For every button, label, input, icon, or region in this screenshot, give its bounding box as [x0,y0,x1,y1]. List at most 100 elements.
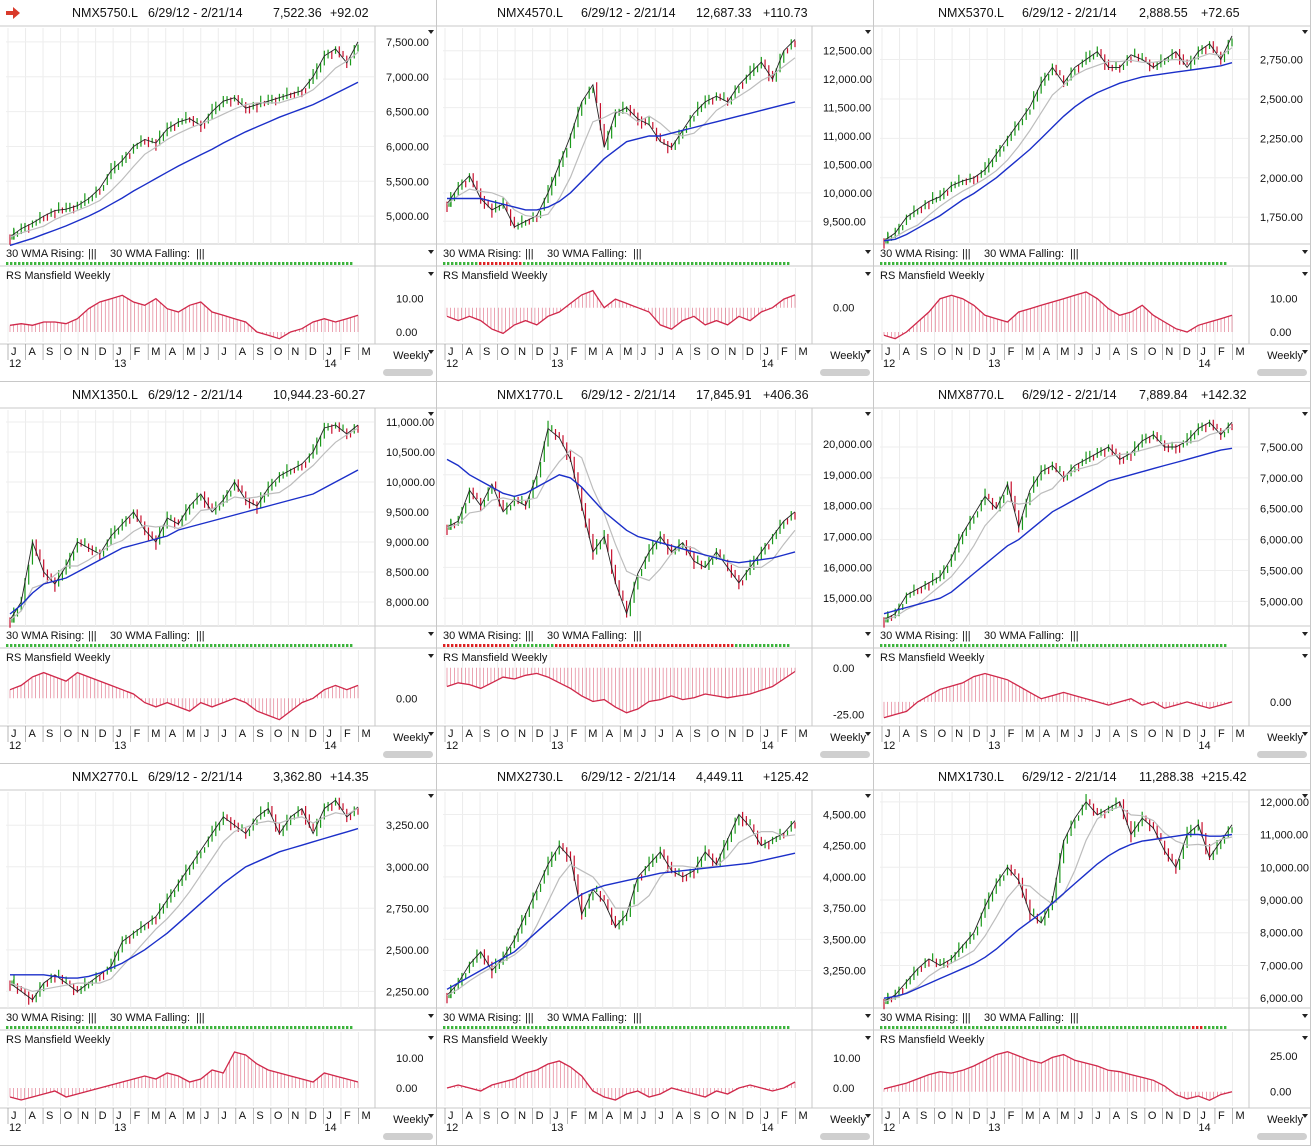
timeframe-weekly-label[interactable]: Weekly [1267,350,1303,362]
menu-triangle-icon[interactable] [865,1036,871,1040]
price-axis-tick: 17,000.00 [823,532,872,544]
menu-triangle-icon[interactable] [1302,250,1308,254]
menu-triangle-icon[interactable] [865,350,871,354]
horizontal-scrollbar[interactable] [383,751,433,758]
menu-triangle-icon[interactable] [428,350,434,354]
chart-canvas[interactable]: 3,250.00 3,000.00 2,750.00 2,500.00 2,250.00… [0,764,437,1146]
wma-status-dot [294,262,297,265]
menu-triangle-icon[interactable] [865,30,871,34]
chart-panel-nmx1730-l[interactable]: NMX1730.L 6/29/12 - 2/21/14 11,288.38 +215.… [874,764,1311,1146]
horizontal-scrollbar[interactable] [820,751,870,758]
timeframe-weekly-label[interactable]: Weekly [830,1114,866,1126]
chart-canvas[interactable]: 11,000.00 10,500.00 10,000.00 9,500.00 9,000… [0,382,437,764]
menu-triangle-icon[interactable] [428,272,434,276]
chart-canvas[interactable]: 12,000.00 11,000.00 10,000.00 9,000.00 8,000… [874,764,1311,1146]
menu-triangle-icon[interactable] [428,30,434,34]
chart-panel-nmx8770-l[interactable]: NMX8770.L 6/29/12 - 2/21/14 7,889.84 +142.3… [874,382,1311,764]
wma-status-dot [631,262,634,265]
wma-rising-label: 30 WMA Rising: [6,248,84,260]
chart-canvas[interactable]: 7,500.00 7,000.00 6,500.00 6,000.00 5,500.00… [0,0,437,382]
date-range-label: 6/29/12 - 2/21/14 [581,6,676,20]
chart-panel-nmx1350-l[interactable]: NMX1350.L 6/29/12 - 2/21/14 10,944.23 -60.2… [0,382,437,764]
menu-triangle-icon[interactable] [865,732,871,736]
menu-triangle-icon[interactable] [428,794,434,798]
menu-triangle-icon[interactable] [865,1114,871,1118]
wma-status-dot [238,1026,241,1029]
menu-triangle-icon[interactable] [865,412,871,416]
horizontal-scrollbar[interactable] [383,369,433,376]
chart-canvas[interactable]: 7,500.00 7,000.00 6,500.00 6,000.00 5,500.00… [874,382,1311,764]
price-axis-tick: 4,500.00 [823,809,866,821]
wma-status-dot [563,644,566,647]
menu-triangle-icon[interactable] [1302,1114,1308,1118]
menu-triangle-icon[interactable] [1302,632,1308,636]
timeframe-weekly-label[interactable]: Weekly [830,732,866,744]
wma-status-dot [1128,262,1131,265]
menu-triangle-icon[interactable] [1302,412,1308,416]
timeframe-weekly-label[interactable]: Weekly [393,732,429,744]
menu-triangle-icon[interactable] [428,654,434,658]
menu-triangle-icon[interactable] [1302,794,1308,798]
price-axis-tick: 9,500.00 [386,507,429,519]
timeframe-weekly-label[interactable]: Weekly [1267,732,1303,744]
chart-canvas[interactable]: 12,500.00 12,000.00 11,500.00 11,000.00 10,5… [437,0,874,382]
wma-status-dot [314,644,317,647]
wma-rising-label: 30 WMA Rising: [443,1012,521,1024]
menu-triangle-icon[interactable] [428,412,434,416]
menu-triangle-icon[interactable] [1302,654,1308,658]
timeframe-weekly-label[interactable]: Weekly [393,1114,429,1126]
chart-panel-nmx2730-l[interactable]: NMX2730.L 6/29/12 - 2/21/14 4,449.11 +125.4… [437,764,874,1146]
menu-triangle-icon[interactable] [428,1014,434,1018]
price-axis-tick: 10,000.00 [386,477,435,489]
rs-mansfield-title: RS Mansfield Weekly [880,1034,985,1046]
wma-status-dot [1052,644,1055,647]
wma-status-dot [1052,262,1055,265]
menu-triangle-icon[interactable] [428,1036,434,1040]
menu-triangle-icon[interactable] [1302,1014,1308,1018]
menu-triangle-icon[interactable] [1302,30,1308,34]
chart-panel-nmx5370-l[interactable]: NMX5370.L 6/29/12 - 2/21/14 2,888.55 +72.65… [874,0,1311,382]
wma-status-dot [1064,644,1067,647]
wma-status-dot [595,1026,598,1029]
chart-panel-nmx5750-l[interactable]: NMX5750.L 6/29/12 - 2/21/14 7,522.36 +92.02… [0,0,437,382]
menu-triangle-icon[interactable] [1302,732,1308,736]
chart-panel-nmx2770-l[interactable]: NMX2770.L 6/29/12 - 2/21/14 3,362.80 +14.35… [0,764,437,1146]
menu-triangle-icon[interactable] [1302,1036,1308,1040]
chart-panel-nmx1770-l[interactable]: NMX1770.L 6/29/12 - 2/21/14 17,845.91 +406.… [437,382,874,764]
horizontal-scrollbar[interactable] [820,369,870,376]
menu-triangle-icon[interactable] [865,250,871,254]
timeframe-weekly-label[interactable]: Weekly [830,350,866,362]
price-axis-tick: 11,000.00 [823,131,871,143]
chart-canvas[interactable]: 4,500.00 4,250.00 4,000.00 3,750.00 3,500.00… [437,764,874,1146]
menu-triangle-icon[interactable] [428,732,434,736]
menu-triangle-icon[interactable] [865,794,871,798]
menu-triangle-icon[interactable] [865,654,871,658]
wma-status-dot [10,262,13,265]
horizontal-scrollbar[interactable] [820,1133,870,1140]
wma-status-dot [747,644,750,647]
horizontal-scrollbar[interactable] [383,1133,433,1140]
menu-triangle-icon[interactable] [1302,272,1308,276]
wma-status-dot [1148,644,1151,647]
chart-panel-nmx4570-l[interactable]: NMX4570.L 6/29/12 - 2/21/14 12,687.33 +110.… [437,0,874,382]
menu-triangle-icon[interactable] [428,632,434,636]
horizontal-scrollbar[interactable] [1257,369,1307,376]
menu-triangle-icon[interactable] [865,632,871,636]
timeframe-weekly-label[interactable]: Weekly [1267,1114,1303,1126]
horizontal-scrollbar[interactable] [1257,1133,1307,1140]
menu-triangle-icon[interactable] [865,1014,871,1018]
horizontal-scrollbar[interactable] [1257,751,1307,758]
menu-triangle-icon[interactable] [1302,350,1308,354]
timeframe-weekly-label[interactable]: Weekly [393,350,429,362]
menu-triangle-icon[interactable] [428,1114,434,1118]
date-range-label: 6/29/12 - 2/21/14 [1022,6,1117,20]
wma-status-dot [1092,644,1095,647]
wma-status-dot [1224,644,1227,647]
menu-triangle-icon[interactable] [428,250,434,254]
chart-canvas[interactable]: 20,000.00 19,000.00 18,000.00 17,000.00 16,0… [437,382,874,764]
wma-status-dot [122,644,125,647]
wma-status-dot [246,262,249,265]
chart-canvas[interactable]: 2,750.00 2,500.00 2,250.00 2,000.00 1,750.00… [874,0,1311,382]
price-axis-tick: 7,000.00 [1260,960,1303,972]
menu-triangle-icon[interactable] [865,272,871,276]
